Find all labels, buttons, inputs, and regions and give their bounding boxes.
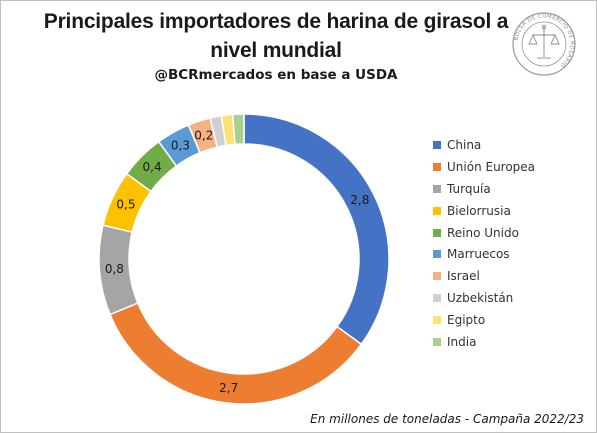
legend-label: Uzbekistán bbox=[447, 291, 514, 306]
legend-swatch bbox=[433, 162, 441, 171]
legend-label: Turquía bbox=[447, 181, 491, 196]
data-label-marruecos: 0,3 bbox=[171, 139, 190, 153]
data-label-turquia: 0,8 bbox=[105, 262, 124, 276]
legend-item-egipto: Egipto bbox=[433, 309, 535, 331]
legend-label: India bbox=[447, 334, 477, 349]
slice-china bbox=[243, 113, 390, 346]
legend-swatch bbox=[433, 316, 441, 325]
legend-label: Egipto bbox=[447, 313, 486, 328]
legend-swatch bbox=[433, 294, 441, 303]
legend-label: Marruecos bbox=[447, 247, 510, 262]
legend-swatch bbox=[433, 206, 441, 215]
slice-india bbox=[231, 113, 245, 146]
legend-item-india: India bbox=[433, 331, 535, 353]
legend-item-marruecos: Marruecos bbox=[433, 243, 535, 265]
legend-swatch bbox=[433, 272, 441, 281]
bcr-seal-logo: BOLSA DE COMERCIO DE ROSARIO bbox=[512, 12, 576, 76]
data-label-israel: 0,2 bbox=[194, 128, 213, 142]
legend-item-china: China bbox=[433, 134, 535, 156]
legend-swatch bbox=[433, 250, 441, 259]
legend-label: Unión Europea bbox=[447, 159, 536, 174]
legend-item-turquia: Turquía bbox=[433, 178, 535, 200]
data-label-bielorrusia: 0,5 bbox=[116, 198, 135, 212]
chart-legend: China Unión Europea Turquía Bielorrusia Rein… bbox=[433, 134, 535, 353]
legend-item-union-europea: Unión Europea bbox=[433, 156, 535, 178]
legend-swatch bbox=[433, 140, 441, 149]
legend-label: Israel bbox=[447, 269, 480, 284]
legend-swatch bbox=[433, 337, 441, 346]
data-label-reino-unido: 0,4 bbox=[143, 160, 162, 174]
legend-item-israel: Israel bbox=[433, 265, 535, 287]
legend-item-bielorrusia: Bielorrusia bbox=[433, 200, 535, 222]
legend-item-reino-unido: Reino Unido bbox=[433, 222, 535, 244]
legend-item-uzbekistan: Uzbekistán bbox=[433, 287, 535, 309]
legend-label: China bbox=[447, 137, 482, 152]
legend-swatch bbox=[433, 228, 441, 237]
chart-footnote: En millones de toneladas - Campaña 2022/… bbox=[310, 412, 584, 426]
legend-label: Reino Unido bbox=[447, 225, 519, 240]
legend-swatch bbox=[433, 184, 441, 193]
chart-title: Principales importadores de harina de gi… bbox=[43, 10, 509, 62]
data-label-china: 2,8 bbox=[350, 193, 369, 207]
chart-subtitle: @BCRmercados en base a USDA bbox=[154, 67, 398, 83]
data-label-union-europea: 2,7 bbox=[219, 381, 238, 395]
legend-label: Bielorrusia bbox=[447, 203, 511, 218]
